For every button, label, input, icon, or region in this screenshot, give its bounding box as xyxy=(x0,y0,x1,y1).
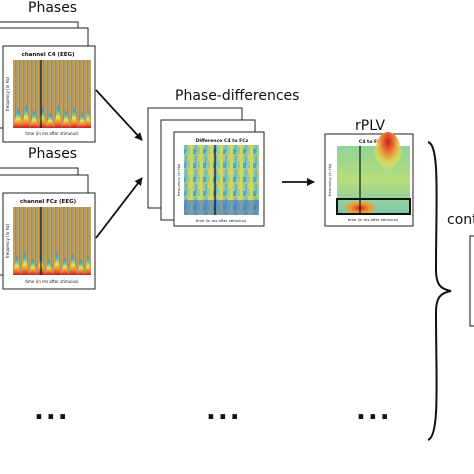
rplv-title: rPLV xyxy=(355,118,386,134)
panel-title-rplv: C4 to FCz xyxy=(359,139,384,145)
ellipsis-diff: ... xyxy=(206,396,242,426)
xlabel-fcz: time (in ms after stimulus) xyxy=(25,279,79,284)
phases-title-bottom: Phases xyxy=(28,146,78,162)
xlabel-c4: time (in ms after stimulus) xyxy=(25,131,79,136)
ellipsis-rplv: ... xyxy=(356,396,392,426)
panel-title-c4: channel C4 (EEG) xyxy=(21,52,75,58)
rplv-hotspot-high xyxy=(374,132,402,180)
panel-title-diff: Difference C4 to FCz xyxy=(196,138,249,144)
xlabel-rplv: time (in ms after stimulus) xyxy=(348,217,399,222)
phases-title-top: Phases xyxy=(28,0,78,16)
bottom-phase-stack: channel FCz (EEG) frequency (in Hz) time… xyxy=(0,167,96,290)
ylabel-c4: frequency (in Hz) xyxy=(5,76,10,111)
ylabel-diff: frequency (in Hz) xyxy=(176,163,181,196)
rainbow-cones-c4 xyxy=(13,104,91,128)
cont-label: cont xyxy=(447,212,474,228)
rplv-roi-box xyxy=(336,198,411,215)
rplv-panel-group: C4 to FCz frequency (in Hz) time (in ms … xyxy=(324,132,414,227)
ylabel-fcz: frequency (in Hz) xyxy=(5,223,10,258)
phase-diff-low-band xyxy=(184,200,259,215)
rainbow-cones-fcz xyxy=(13,251,91,275)
ellipsis-phases: ... xyxy=(34,396,70,426)
curly-brace xyxy=(427,141,452,441)
top-phase-stack: channel C4 (EEG) frequency (in Hz) time … xyxy=(0,21,96,143)
partial-output-box xyxy=(469,235,474,327)
phase-differences-title: Phase-differences xyxy=(175,88,300,104)
phase-difference-stack: Difference C4 to FCz frequency (in Hz) t… xyxy=(147,107,265,227)
arrow-bottom-to-diff xyxy=(95,177,143,239)
ylabel-rplv: frequency (in Hz) xyxy=(327,163,332,196)
arrow-top-to-diff xyxy=(95,89,143,141)
xlabel-diff: time (in ms after stimulus) xyxy=(196,218,247,223)
panel-title-fcz: channel FCz (EEG) xyxy=(20,199,77,205)
